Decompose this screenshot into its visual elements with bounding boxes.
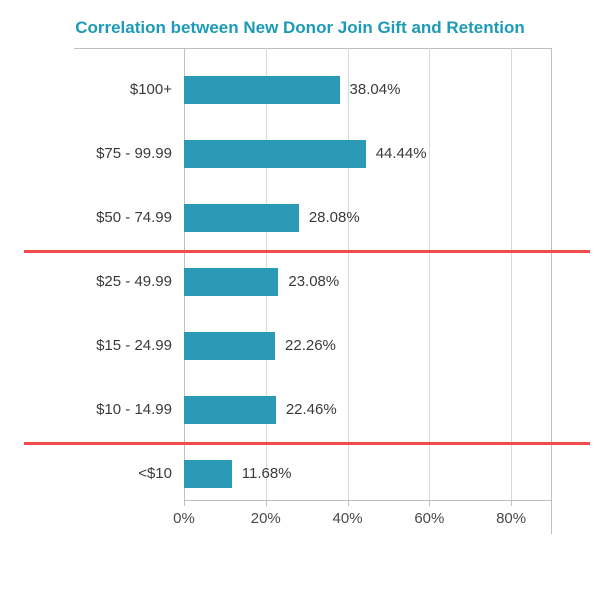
x-tick-label: 60% <box>414 510 444 527</box>
value-label: 38.04% <box>350 81 401 98</box>
x-tick <box>348 500 349 506</box>
value-label: 28.08% <box>309 209 360 226</box>
x-axis <box>184 500 552 501</box>
value-label: 22.26% <box>285 337 336 354</box>
plot-area <box>74 48 552 534</box>
category-label: <$10 <box>0 465 172 482</box>
bar <box>184 332 275 360</box>
bar <box>184 460 232 488</box>
x-tick <box>429 500 430 506</box>
value-label: 11.68% <box>242 465 292 482</box>
bar <box>184 204 299 232</box>
x-tick-label: 0% <box>173 510 195 527</box>
x-tick-label: 80% <box>496 510 526 527</box>
chart-title: Correlation between New Donor Join Gift … <box>0 18 600 38</box>
bar <box>184 396 276 424</box>
category-label: $25 - 49.99 <box>0 273 172 290</box>
divider-line <box>24 442 590 445</box>
value-label: 23.08% <box>288 273 339 290</box>
x-tick-label: 20% <box>251 510 281 527</box>
divider-line <box>24 250 590 253</box>
category-label: $15 - 24.99 <box>0 337 172 354</box>
value-label: 44.44% <box>376 145 427 162</box>
bar <box>184 140 366 168</box>
x-tick <box>266 500 267 506</box>
bar <box>184 76 340 104</box>
x-tick <box>511 500 512 506</box>
category-label: $75 - 99.99 <box>0 145 172 162</box>
gridline <box>511 48 512 500</box>
x-tick-label: 40% <box>333 510 363 527</box>
category-label: $50 - 74.99 <box>0 209 172 226</box>
bar <box>184 268 278 296</box>
category-label: $100+ <box>0 81 172 98</box>
chart-container: { "chart": { "type": "bar-horizontal", "… <box>0 0 600 600</box>
x-tick <box>184 500 185 506</box>
value-label: 22.46% <box>286 401 337 418</box>
gridline <box>429 48 430 500</box>
gridline <box>348 48 349 500</box>
category-label: $10 - 14.99 <box>0 401 172 418</box>
